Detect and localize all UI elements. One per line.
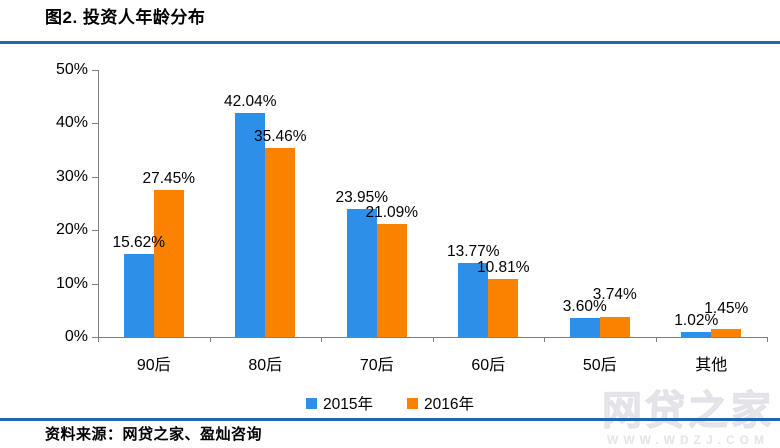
x-axis-category-label: 其他 (695, 357, 728, 374)
bottom-divider (0, 418, 780, 421)
bar-2016 (376, 224, 407, 337)
bar-2015 (681, 331, 712, 337)
y-axis-line (98, 70, 99, 337)
value-label-2016: 27.45% (142, 170, 196, 188)
x-axis-tick (321, 337, 322, 342)
x-axis-tick (432, 337, 434, 342)
x-axis-category-label: 90后 (136, 357, 171, 374)
y-axis-tick (92, 70, 98, 71)
y-axis-tick (92, 230, 98, 232)
x-axis-category-label: 60后 (471, 357, 506, 374)
value-label-2016: 1.45% (704, 299, 749, 317)
value-label-2015: 1.02% (674, 311, 719, 329)
y-axis-tick-label: 40% (55, 114, 88, 132)
legend-label: 2015年 (323, 396, 373, 413)
y-axis-tick-label: 20% (55, 221, 88, 239)
bar-2016 (265, 147, 296, 337)
bar-2016 (711, 329, 742, 337)
y-axis-tick-label: 30% (55, 167, 88, 185)
legend-item-2015年: 2015年 (306, 392, 373, 414)
bar-2015 (123, 253, 154, 337)
y-axis-tick-label: 10% (55, 274, 88, 292)
figure-title: 图2. 投资人年龄分布 (45, 8, 206, 27)
y-axis-tick-label: 0% (64, 328, 88, 345)
legend-swatch-icon (306, 397, 318, 409)
value-label-2015: 15.62% (112, 233, 166, 251)
x-axis-category-label: 50后 (582, 357, 617, 374)
y-axis-tick (92, 337, 98, 338)
top-divider (0, 41, 780, 44)
value-label-2015: 23.95% (335, 189, 389, 207)
value-label-2016: 10.81% (476, 259, 530, 277)
bar-2016 (153, 190, 184, 337)
bar-2015 (235, 112, 266, 337)
x-axis-tick (655, 337, 657, 342)
legend-item-2016年: 2016年 (407, 392, 474, 414)
bar-2015 (346, 209, 377, 337)
value-label-2016: 3.74% (592, 285, 637, 303)
source-note: 资料来源：网贷之家、盈灿咨询 (45, 426, 263, 443)
chart-legend: 2015年 2016年 (0, 393, 780, 413)
y-axis-tick-label: 50% (55, 61, 88, 78)
bar-2015 (458, 263, 489, 337)
x-axis-category-label: 70后 (359, 357, 394, 374)
x-axis-tick (98, 337, 99, 342)
y-axis-tick (92, 123, 98, 125)
x-axis-tick (767, 337, 768, 342)
bar-2015 (569, 317, 600, 337)
value-label-2016: 21.09% (365, 204, 419, 222)
x-axis-category-label: 80后 (248, 357, 283, 374)
value-label-2015: 13.77% (446, 243, 500, 261)
value-label-2015: 42.04% (223, 92, 277, 110)
bar-2016 (488, 279, 519, 337)
legend-swatch-icon (407, 397, 418, 409)
bar-2016 (599, 317, 630, 337)
y-axis-tick (92, 176, 98, 178)
value-label-2015: 3.60% (562, 297, 607, 315)
value-label-2016: 35.46% (253, 127, 307, 145)
legend-label: 2016年 (424, 396, 474, 413)
y-axis-tick (92, 283, 98, 285)
x-axis-tick (544, 337, 545, 342)
x-axis-tick (209, 337, 211, 342)
